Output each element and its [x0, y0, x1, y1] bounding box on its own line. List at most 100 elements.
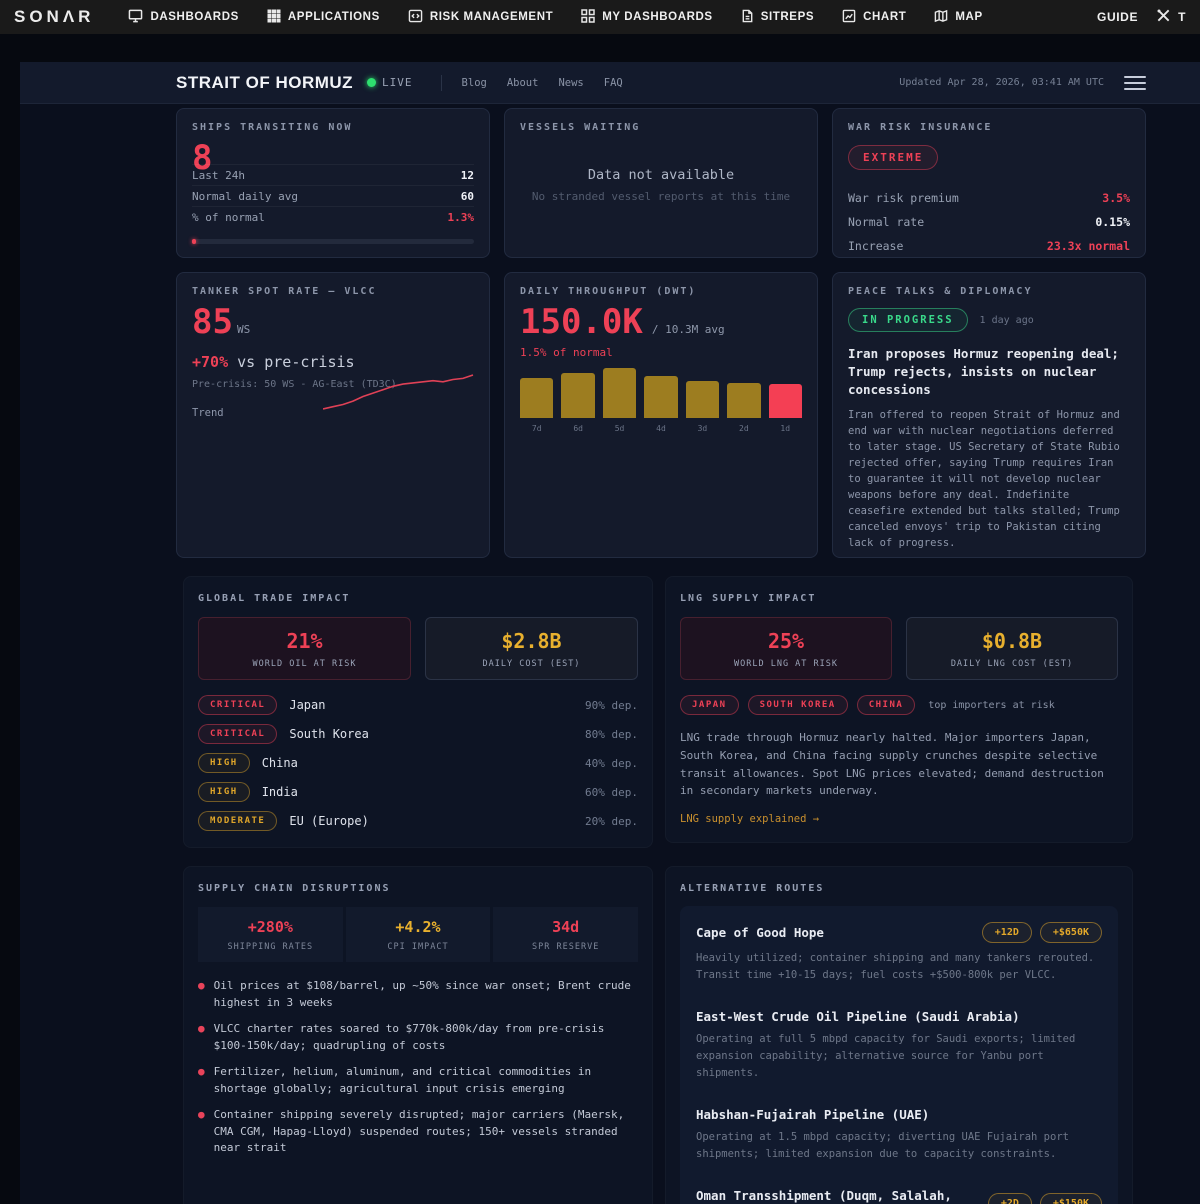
war-risk-row-premium: War risk premium 3.5% — [848, 191, 1130, 205]
ships-row-normal-avg: Normal daily avg 60 — [192, 185, 474, 206]
vessels-empty-state: Data not available No stranded vessel re… — [531, 167, 791, 203]
dep-row-japan: CRITICAL Japan 90% dep. — [198, 695, 638, 715]
war-risk-row-normal: Normal rate 0.15% — [848, 215, 1130, 229]
tanker-spot-rate-card: TANKER SPOT RATE — VLCC 85 WS +70% vs pre… — [176, 272, 490, 558]
link-about[interactable]: About — [506, 76, 539, 89]
throughput-value: 150.0K — [520, 302, 643, 342]
throughput-bar-label: 3d — [697, 424, 708, 433]
top-nav: SONΛR DASHBOARDS APPLICATIONS RISK MANAG… — [0, 0, 1200, 34]
link-faq[interactable]: FAQ — [603, 76, 623, 89]
ships-row-last24h: Last 24h 12 — [192, 164, 474, 185]
link-blog[interactable]: Blog — [461, 76, 487, 89]
war-risk-row-increase: Increase 23.3x normal — [848, 239, 1130, 253]
hamburger-menu-icon[interactable] — [1124, 75, 1146, 90]
war-risk-card: WAR RISK INSURANCE EXTREME War risk prem… — [832, 108, 1146, 258]
nav-item-risk-management[interactable]: RISK MANAGEMENT — [408, 9, 553, 26]
nav-item-chart[interactable]: CHART — [842, 9, 906, 26]
peace-headline: Iran proposes Hormuz reopening deal; Tru… — [848, 346, 1119, 398]
dashboard-header: STRAIT OF HORMUZ LIVE Blog About News FA… — [20, 62, 1200, 104]
chart-icon — [842, 9, 856, 26]
throughput-bar-label: 6d — [573, 424, 583, 433]
lng-supply-link[interactable]: LNG supply explained → — [680, 813, 820, 826]
throughput-bar-1d — [768, 384, 802, 418]
throughput-bar-3d — [685, 381, 720, 418]
throughput-bar-2d — [727, 383, 761, 418]
bullet-commodities: ● Fertilizer, helium, aluminum, and criti… — [198, 1065, 592, 1095]
supply-chain-panel: SUPPLY CHAIN DISRUPTIONS +280% SHIPPING R… — [183, 866, 653, 1204]
route-habshan-fujairah: Habshan-Fujairah Pipeline (UAE) Operatin… — [696, 1107, 1069, 1160]
high-badge: HIGH — [198, 753, 250, 773]
route-oman-transshipment: Oman Transshipment (Duqm, Salalah, Sohar… — [696, 1188, 1102, 1204]
tanker-trend-line — [323, 374, 474, 410]
cost-badge: +$650K — [1039, 922, 1102, 943]
nav-item-sitreps[interactable]: SITREPS — [741, 9, 814, 26]
ships-transiting-card: SHIPS TRANSITING NOW 8 Last 24h 12 Normal… — [176, 108, 490, 258]
document-icon — [741, 9, 754, 26]
ships-row-pct-normal: % of normal 1.3% — [192, 206, 474, 227]
monitor-icon — [128, 9, 143, 26]
cost-badge: +$150K — [1039, 1192, 1102, 1204]
guide-button[interactable]: GUIDE — [1097, 10, 1139, 24]
throughput-bar-col: 7d — [520, 365, 554, 433]
shipping-rates-stat: +280% SHIPPING RATES — [198, 907, 343, 962]
cpi-impact-stat: +4.2% CPI IMPACT — [345, 907, 491, 962]
spr-reserve-stat: 34d SPR RESERVE — [493, 907, 638, 962]
throughput-avg: / 10.3M avg — [651, 323, 725, 336]
tanker-rate-value: 85 WS — [192, 302, 251, 342]
throughput-bar-5d — [602, 368, 637, 418]
throughput-bar-label: 1d — [780, 424, 791, 433]
dep-row-china: HIGH China 40% dep. — [198, 753, 638, 773]
link-news[interactable]: News — [558, 76, 584, 89]
peace-talks-card: PEACE TALKS & DIPLOMACY IN PROGRESS 1 da… — [832, 272, 1146, 558]
daily-lng-cost-stat: $0.8B DAILY LNG COST (EST) — [906, 617, 1118, 680]
dashboard-app: STRAIT OF HORMUZ LIVE Blog About News FA… — [20, 62, 1200, 1204]
throughput-bar-7d — [520, 378, 554, 418]
dep-row-south-korea: CRITICAL South Korea 80% dep. — [198, 724, 638, 744]
bullet-container-shipping: ● Container shipping severely disrupted; … — [198, 1108, 625, 1154]
alternative-routes-panel: ALTERNATIVE ROUTES Cape of Good Hope +12… — [665, 866, 1133, 1204]
lng-importers: JAPAN SOUTH KOREA CHINA top importers at… — [680, 695, 1118, 715]
trend-label: Trend — [192, 407, 224, 419]
world-oil-at-risk-stat: 21% WORLD OIL AT RISK — [198, 617, 411, 680]
days-badge: +12D — [981, 922, 1032, 943]
bullet-oil-prices: ● Oil prices at $108/barrel, up ~50% sinc… — [198, 979, 631, 1009]
throughput-bar-col: 5d — [602, 365, 637, 433]
nav-item-applications[interactable]: APPLICATIONS — [267, 9, 380, 26]
bullet-vlcc-rates: ● VLCC charter rates soared to $770k-800k… — [198, 1022, 605, 1052]
south-korea-badge: SOUTH KOREA — [747, 695, 848, 715]
route-cape-of-good-hope: Cape of Good Hope +12D +$650K Heavily ut… — [696, 922, 1102, 984]
tanker-precrisis-note: Pre-crisis: 50 WS - AG-East (TD3C) — [192, 379, 397, 390]
nav-item-my-dashboards[interactable]: MY DASHBOARDS — [581, 8, 712, 26]
sonar-logo[interactable]: SONΛR — [14, 7, 95, 26]
japan-badge: JAPAN — [680, 695, 739, 715]
live-status: LIVE — [367, 76, 413, 89]
page-title: STRAIT OF HORMUZ — [176, 72, 354, 92]
tools-icon — [1156, 8, 1171, 26]
ships-progress-bar — [192, 239, 474, 244]
moderate-badge: MODERATE — [198, 811, 278, 831]
tools-menu[interactable]: T — [1156, 8, 1186, 26]
tanker-delta: +70% vs pre-crisis — [192, 353, 355, 371]
throughput-bars: 7d 6d 5d 4d 3d 2d 1d — [520, 365, 802, 433]
critical-badge: CRITICAL — [198, 695, 278, 715]
daily-cost-stat: $2.8B DAILY COST (EST) — [425, 617, 638, 680]
throughput-pct-normal: 1.5% of normal — [520, 346, 613, 359]
nav-item-map[interactable]: MAP — [934, 9, 982, 26]
layout-grid-icon — [581, 8, 595, 26]
route-east-west-pipeline: East-West Crude Oil Pipeline (Saudi Arab… — [696, 1009, 1076, 1079]
throughput-bar-col: 4d — [644, 365, 678, 433]
dep-row-eu: MODERATE EU (Europe) 20% dep. — [198, 811, 638, 831]
nav-item-dashboards[interactable]: DASHBOARDS — [128, 9, 238, 26]
code-box-icon — [408, 9, 423, 26]
throughput-bar-col: 3d — [685, 365, 720, 433]
china-badge: CHINA — [856, 695, 916, 715]
throughput-bar-col: 2d — [727, 365, 761, 433]
throughput-bar-label: 5d — [614, 424, 625, 433]
peace-timestamp: 1 day ago — [979, 314, 1034, 326]
throughput-bar-4d — [644, 376, 678, 418]
global-trade-panel: GLOBAL TRADE IMPACT 21% WORLD OIL AT RIS… — [183, 576, 653, 848]
throughput-bar-col: 1d — [768, 365, 802, 433]
ships-progress-fill — [192, 239, 197, 244]
daily-throughput-card: DAILY THROUGHPUT (DWT) 150.0K / 10.3M av… — [504, 272, 818, 558]
in-progress-badge: IN PROGRESS — [848, 308, 968, 332]
